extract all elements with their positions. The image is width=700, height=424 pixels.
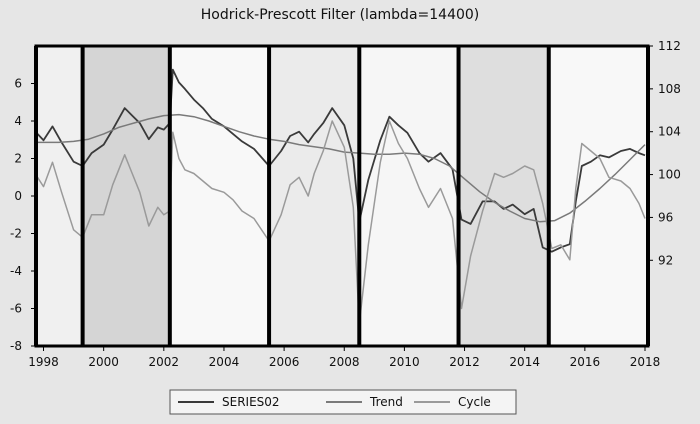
- chart-title: Hodrick-Prescott Filter (lambda=14400): [201, 7, 480, 23]
- right-tick-label: 100: [658, 168, 681, 182]
- legend-label-trend: Trend: [369, 395, 403, 409]
- band-5: [458, 46, 549, 346]
- right-tick-label: 92: [658, 253, 673, 267]
- x-tick-label: 2002: [149, 355, 180, 369]
- x-tick-label: 2004: [209, 355, 240, 369]
- x-tick-label: 2018: [630, 355, 661, 369]
- left-tick-label: 0: [14, 189, 22, 203]
- left-tick-label: -6: [10, 302, 22, 316]
- right-tick-label: 108: [658, 82, 681, 96]
- legend-label-series02: SERIES02: [222, 395, 280, 409]
- left-tick-label: -4: [10, 264, 22, 278]
- series-layer: [36, 68, 646, 325]
- x-tick-label: 1998: [28, 355, 59, 369]
- right-tick-label: 104: [658, 125, 681, 139]
- x-tick-label: 2010: [389, 355, 420, 369]
- band-3: [269, 46, 360, 346]
- band-0: [36, 46, 83, 346]
- left-tick-label: 6: [14, 77, 22, 91]
- axes: -8 -6 -4 -2 0 2 4 6 92 96 100 104 108 112 1998 2000 2002…: [10, 39, 681, 369]
- shaded-bands: [36, 46, 648, 346]
- band-2: [169, 46, 270, 346]
- left-tick-label: -8: [10, 339, 22, 353]
- x-tick-label: 2008: [329, 355, 360, 369]
- right-tick-label: 96: [658, 210, 673, 224]
- x-tick-label: 2016: [570, 355, 601, 369]
- left-tick-label: 2: [14, 152, 22, 166]
- x-tick-label: 2014: [509, 355, 540, 369]
- left-tick-label: -2: [10, 227, 22, 241]
- legend: SERIES02 Trend Cycle: [169, 389, 517, 415]
- series-line-series02: [36, 68, 646, 253]
- band-1: [82, 46, 170, 346]
- x-tick-label: 2006: [269, 355, 300, 369]
- series-line-cycle: [36, 120, 646, 325]
- band-6: [548, 46, 648, 346]
- left-tick-label: 4: [14, 114, 22, 128]
- legend-label-cycle: Cycle: [458, 395, 491, 409]
- right-tick-label: 112: [658, 39, 681, 53]
- x-tick-label: 2000: [88, 355, 119, 369]
- x-tick-label: 2012: [449, 355, 480, 369]
